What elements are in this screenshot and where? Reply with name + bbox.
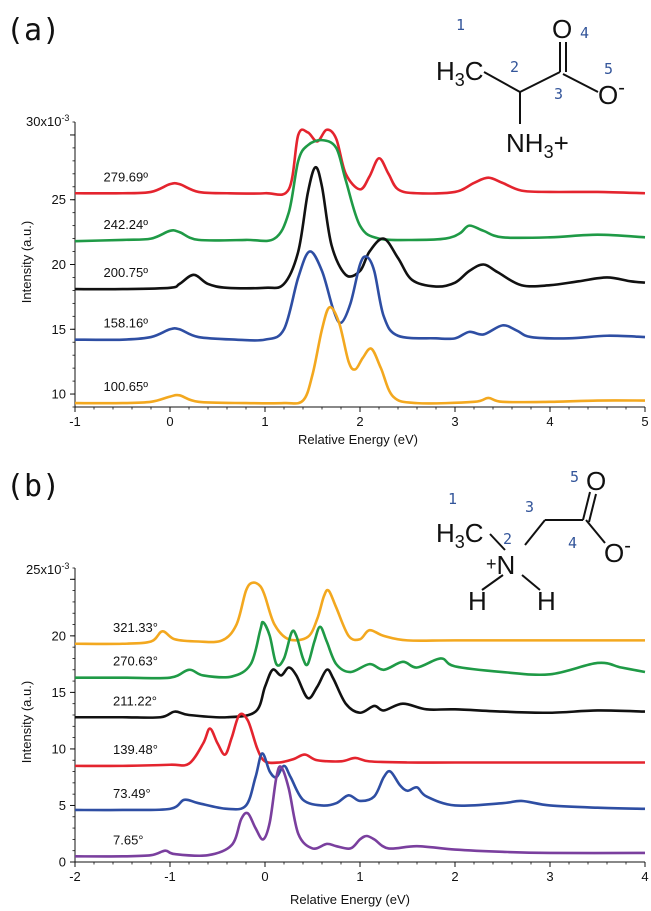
molecule-h-left-b: H (468, 586, 487, 616)
y-tick-label: 20 (52, 257, 66, 272)
series-line (74, 138, 646, 243)
y-tick-label: 15 (52, 685, 66, 700)
plot-area-a: -1 0 1 2 3 4 5 10 15 20 25 279.69º 242.24º 200.75º 158… (52, 121, 649, 429)
y-tick-label: 10 (52, 387, 66, 402)
y-tick-top-label-a: 30x10-3 (26, 113, 69, 129)
y-axis-title-b: Intensity (a.u.) (19, 681, 34, 763)
panel-label-b: (b) (6, 469, 60, 504)
y-tick-label: 5 (59, 798, 66, 813)
series-label: 270.63° (113, 654, 158, 669)
series-line (74, 752, 646, 812)
x-tick-label: -1 (69, 414, 81, 429)
series-line (74, 166, 646, 291)
molecule-nh3-a: NH3+ (506, 128, 569, 162)
series-line (74, 250, 646, 342)
molecule-structure-a: H3C O O- NH3+ 1 2 3 4 5 (436, 14, 625, 162)
series-line (74, 305, 646, 405)
series-line (74, 765, 646, 858)
series-label: 100.65º (104, 379, 149, 394)
panel-label-a: (a) (6, 13, 60, 48)
series-label: 321.33° (113, 620, 158, 635)
series-line (74, 581, 645, 646)
panel-a: (a) 30x10-3 -1 0 1 2 3 4 510152025279.69º242.2… (6, 13, 649, 447)
y-tick-label: 0 (59, 855, 66, 870)
molecule-n-plus-b: +N (486, 550, 515, 580)
x-tick-label: -2 (69, 869, 81, 884)
atom-number-1-b: 1 (448, 490, 457, 508)
x-tick-label: 4 (641, 869, 648, 884)
molecule-o-top-a: O (552, 14, 572, 44)
atom-number-3-b: 3 (525, 498, 534, 516)
x-tick-label: 1 (261, 414, 268, 429)
atom-number-5-a: 5 (604, 60, 613, 78)
atom-number-4-b: 4 (568, 534, 577, 552)
y-tick-top-label-b: 25x10-3 (26, 561, 69, 577)
atom-number-4-a: 4 (580, 24, 589, 42)
x-tick-label: 0 (166, 414, 173, 429)
y-tick-label: 10 (52, 741, 66, 756)
plot-area-b: -2 -1 0 1 2 3 4 0 5 10 15 20 321.33° 270.63° 211.22° 13… (52, 567, 649, 884)
molecule-h-right-b: H (537, 586, 556, 616)
atom-number-2-b: 2 (503, 530, 512, 548)
atom-number-3-a: 3 (554, 85, 563, 103)
atom-number-1-a: 1 (456, 16, 465, 34)
x-tick-label: 5 (641, 414, 648, 429)
series-line (74, 712, 645, 768)
y-tick-label: 20 (52, 628, 66, 643)
x-axis-title-a: Relative Energy (eV) (298, 432, 418, 447)
x-tick-label: 0 (261, 869, 268, 884)
series-line (74, 128, 646, 197)
y-tick-label: 15 (52, 322, 66, 337)
series-label: 242.24º (104, 217, 149, 232)
x-tick-label: -1 (164, 869, 176, 884)
atom-number-2-a: 2 (510, 58, 519, 76)
x-axis-title-b: Relative Energy (eV) (290, 892, 410, 907)
series-line (75, 666, 646, 719)
x-tick-label: 3 (451, 414, 458, 429)
series-label: 7.65° (113, 832, 144, 847)
molecule-h3c-a: H3C (436, 56, 484, 90)
atom-number-5-b: 5 (570, 468, 579, 486)
x-tick-label: 1 (356, 869, 363, 884)
molecule-o-top-b: O (586, 466, 606, 496)
series-label: 279.69º (104, 169, 149, 184)
y-axis-title-a: Intensity (a.u.) (19, 221, 34, 303)
panel-b: (b) 25x10-3 -2 -1 0 1 2 3 405101520321.33°270.… (6, 466, 649, 907)
series-label: 158.16º (104, 316, 149, 331)
x-tick-label: 4 (546, 414, 553, 429)
series-label: 200.75º (104, 265, 149, 280)
y-tick-label: 25 (52, 192, 66, 207)
series-label: 139.48° (113, 742, 158, 757)
x-tick-label: 3 (546, 869, 553, 884)
series-label: 211.22° (113, 693, 157, 708)
series-line (75, 620, 646, 680)
x-tick-label: 2 (451, 869, 458, 884)
x-tick-label: 2 (356, 414, 363, 429)
series-label: 73.49° (113, 786, 151, 801)
